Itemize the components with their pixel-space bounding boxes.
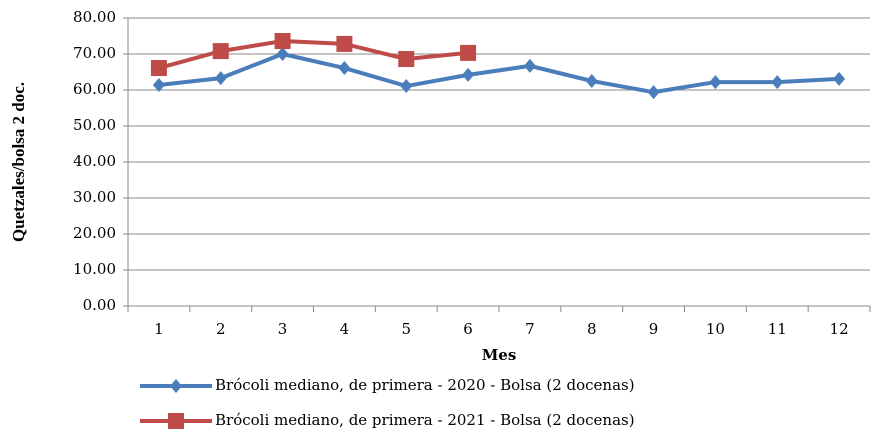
data-point bbox=[150, 60, 167, 77]
data-point bbox=[400, 79, 413, 94]
x-tick-label: 10 bbox=[706, 320, 725, 338]
y-tick-label: 0.00 bbox=[83, 296, 116, 314]
data-point bbox=[833, 71, 846, 86]
x-tick-label: 1 bbox=[154, 320, 164, 338]
data-point bbox=[523, 58, 536, 73]
x-tick-label: 3 bbox=[278, 320, 288, 338]
data-point bbox=[460, 44, 477, 61]
x-axis-label: Mes bbox=[482, 346, 517, 364]
x-tick-label: 6 bbox=[463, 320, 473, 338]
data-point bbox=[212, 43, 229, 60]
data-point bbox=[462, 67, 475, 82]
y-tick-label: 20.00 bbox=[73, 224, 116, 242]
data-point bbox=[214, 71, 227, 86]
legend-label: Brócoli mediano, de primera - 2020 - Bol… bbox=[215, 376, 635, 394]
data-point bbox=[274, 33, 291, 50]
data-point bbox=[338, 61, 351, 76]
series-line bbox=[158, 39, 469, 70]
data-point bbox=[585, 74, 598, 88]
y-tick-label: 60.00 bbox=[73, 80, 116, 98]
data-point bbox=[647, 85, 660, 100]
data-point bbox=[709, 75, 722, 90]
y-tick-label: 30.00 bbox=[73, 188, 116, 206]
data-point bbox=[276, 47, 289, 61]
x-tick-label: 5 bbox=[401, 320, 411, 338]
legend-marker bbox=[170, 379, 182, 393]
y-tick-label: 10.00 bbox=[73, 260, 116, 278]
x-tick-label: 2 bbox=[216, 320, 226, 338]
y-tick-label: 40.00 bbox=[73, 152, 116, 170]
x-tick-label: 11 bbox=[768, 320, 787, 338]
x-tick-label: 8 bbox=[587, 320, 597, 338]
legend-marker bbox=[168, 413, 184, 429]
x-tick-label: 7 bbox=[525, 320, 535, 338]
x-tick-label: 12 bbox=[830, 320, 849, 338]
data-point bbox=[771, 75, 784, 90]
series-line bbox=[158, 52, 840, 95]
y-tick-label: 50.00 bbox=[73, 116, 116, 134]
y-tick-label: 70.00 bbox=[73, 44, 116, 62]
y-tick-label: 80.00 bbox=[73, 8, 116, 26]
data-point bbox=[398, 51, 415, 68]
legend-label: Brócoli mediano, de primera - 2021 - Bol… bbox=[215, 411, 635, 429]
data-point bbox=[336, 35, 353, 52]
x-tick-label: 4 bbox=[340, 320, 350, 338]
x-tick-label: 9 bbox=[649, 320, 659, 338]
y-axis-label: Quetzales/bolsa 2 doc. bbox=[9, 82, 28, 242]
data-point bbox=[152, 77, 165, 92]
